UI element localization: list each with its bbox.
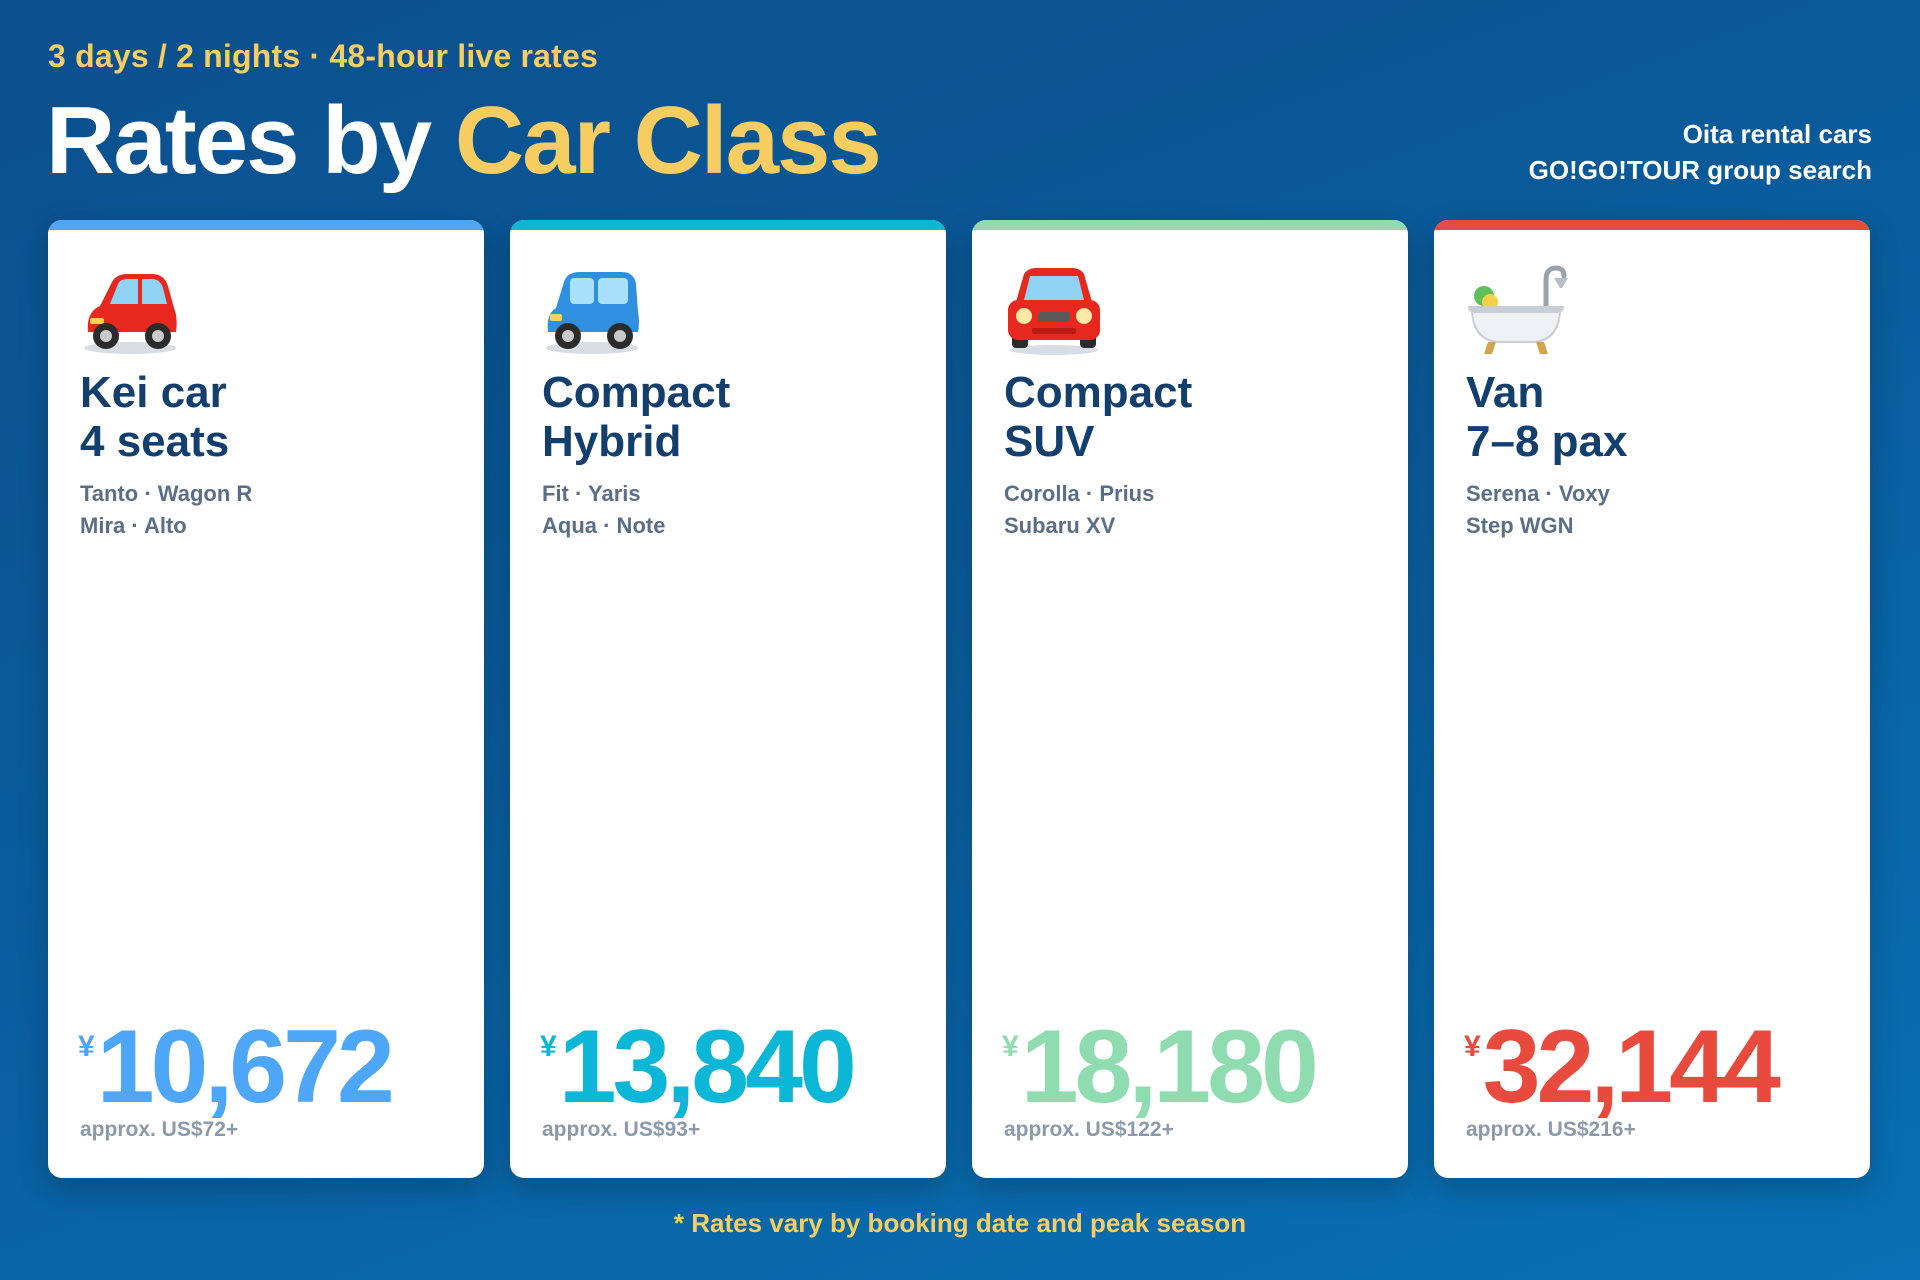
model-line-1: Tanto · Wagon R	[80, 481, 253, 506]
usd-approx: approx. US$122+	[1004, 1118, 1174, 1141]
model-line-2: Aqua · Note	[542, 513, 666, 538]
class-name-line-1: Van	[1466, 368, 1545, 417]
currency-symbol: ¥	[540, 1030, 557, 1063]
class-name-line-1: Compact	[542, 368, 731, 417]
price: ¥ 18,180	[1002, 1009, 1319, 1125]
accent-bar	[510, 220, 946, 230]
price-amount: 13,840	[558, 1009, 857, 1125]
kicker-text: 3 days / 2 nights · 48-hour live rates	[48, 38, 599, 74]
source-info: Oita rental cars GO!GO!TOUR group search	[1529, 116, 1872, 188]
rate-card-compact-hybrid: Compact Hybrid Fit · Yaris Aqua · Note ¥…	[510, 220, 946, 1178]
model-line-2: Step WGN	[1466, 513, 1574, 538]
class-name-line-2: 7–8 pax	[1466, 417, 1628, 466]
model-list: Fit · Yaris Aqua · Note	[542, 478, 665, 542]
model-list: Corolla · Prius Subaru XV	[1004, 478, 1154, 542]
price: ¥ 13,840	[540, 1009, 857, 1125]
class-name: Kei car 4 seats	[80, 368, 229, 466]
accent-bar	[972, 220, 1408, 230]
model-line-2: Subaru XV	[1004, 513, 1116, 538]
class-name-line-2: 4 seats	[80, 417, 230, 466]
price-amount: 10,672	[96, 1009, 395, 1125]
accent-bar	[48, 220, 484, 230]
currency-symbol: ¥	[78, 1030, 95, 1063]
class-name-line-2: SUV	[1004, 417, 1095, 466]
model-list: Tanto · Wagon R Mira · Alto	[80, 478, 252, 542]
class-name-line-2: Hybrid	[542, 417, 682, 466]
model-line-1: Serena · Voxy	[1466, 481, 1610, 506]
class-name: Compact SUV	[1004, 368, 1192, 466]
red-car-icon	[84, 274, 177, 354]
blue-car-icon	[546, 272, 639, 354]
currency-symbol: ¥	[1464, 1030, 1481, 1063]
class-name-line-1: Kei car	[80, 368, 227, 417]
price: ¥ 10,672	[78, 1009, 395, 1125]
price-amount: 18,180	[1020, 1009, 1319, 1125]
source-line-2: GO!GO!TOUR group search	[1528, 155, 1872, 185]
usd-approx: approx. US$216+	[1466, 1118, 1636, 1141]
bathtub-icon	[1468, 265, 1568, 354]
rate-card-kei: Kei car 4 seats Tanto · Wagon R Mira · A…	[48, 220, 484, 1178]
source-line-1: Oita rental cars	[1682, 119, 1872, 149]
rate-cards: Kei car 4 seats Tanto · Wagon R Mira · A…	[48, 220, 1870, 1178]
page-title: Rates by Car Class	[46, 86, 882, 196]
class-name: Van 7–8 pax	[1466, 368, 1627, 466]
rate-card-compact-suv: Compact SUV Corolla · Prius Subaru XV ¥ …	[972, 220, 1408, 1178]
model-line-1: Corolla · Prius	[1004, 481, 1155, 506]
model-line-2: Mira · Alto	[80, 513, 187, 538]
model-list: Serena · Voxy Step WGN	[1466, 478, 1610, 542]
usd-approx: approx. US$93+	[542, 1118, 701, 1141]
class-name-line-1: Compact	[1004, 368, 1193, 417]
title-part-white: Rates by	[46, 87, 455, 194]
price: ¥ 32,144	[1464, 1009, 1781, 1125]
currency-symbol: ¥	[1002, 1030, 1019, 1063]
class-name: Compact Hybrid	[542, 368, 730, 466]
rate-card-van: Van 7–8 pax Serena · Voxy Step WGN ¥ 32,…	[1434, 220, 1870, 1178]
red-car-front-icon	[1008, 268, 1100, 355]
price-amount: 32,144	[1482, 1009, 1781, 1125]
title-part-yellow: Car Class	[454, 87, 882, 194]
accent-bar	[1434, 220, 1870, 230]
footnote: * Rates vary by booking date and peak se…	[673, 1208, 1247, 1238]
model-line-1: Fit · Yaris	[542, 481, 641, 506]
usd-approx: approx. US$72+	[80, 1118, 239, 1141]
